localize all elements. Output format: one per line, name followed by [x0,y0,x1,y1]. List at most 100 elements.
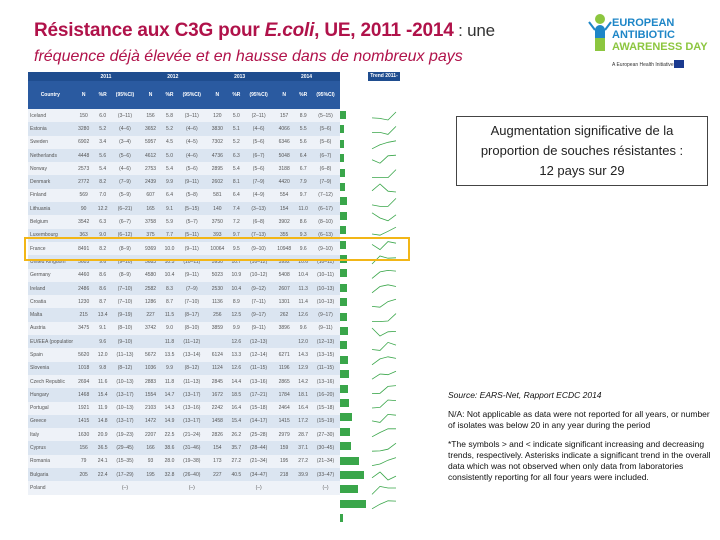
value-cell: 24.1 [94,454,111,469]
value-cell: 40.5 [228,468,245,482]
value-cell: (9–19) [110,308,140,322]
value-cell: (6–21) [110,202,140,216]
country-cell: Hungary [28,388,73,402]
value-cell: (7–9) [110,175,140,189]
value-cell: (9–11) [177,175,207,189]
trend-sparkline [372,126,397,135]
value-cell: 2439 [139,175,162,189]
trend-sparkline [371,341,397,351]
value-cell: 11.0 [295,202,312,216]
value-cell: (9–10) [110,255,140,269]
value-cell: 90 [72,202,95,216]
value-cell: (10–11) [177,255,207,269]
table-row: Lithuania 90 12.2 (6–21) 165 9.1 (5–15) 140 7.4(… [28,202,340,216]
value-cell: 2845 [206,374,229,389]
country-cell: Denmark [28,175,73,189]
value-cell [273,335,296,349]
value-cell: (31–46) [177,441,207,455]
value-cell: 3758 [139,215,162,229]
table-row: Norway 2573 5.4 (4–6) 2753 5.4 (5–6) 2895 5.4 (5–… [28,162,340,176]
value-cell: 154 [206,441,229,455]
value-cell: 227 [139,308,162,322]
value-cell: (10–13) [311,281,340,296]
value-cell: (13–17) [177,414,207,429]
value-cell: (6–7) [110,215,140,229]
value-cell [228,481,245,495]
value-cell: 12.6 [228,335,245,349]
column-header: %R [295,81,312,109]
trend-sparkline [371,500,397,510]
value-cell: 13.5 [161,348,178,362]
value-cell: 16.4 [228,401,245,415]
value-cell: 10.4 [161,268,178,282]
value-cell: (2–11) [244,109,274,123]
resistance-data-table: 2011 2012 2013 2014 Country N %R (95%CI) N %R… [28,72,340,495]
value-cell: (9–17) [311,308,340,322]
value-cell: 14.3 [161,401,178,415]
value-cell: 1196 [273,361,296,375]
value-cell: 12.0 [94,348,111,362]
country-cell: Sweden [28,135,73,149]
value-cell: (13–16) [244,374,274,389]
value-cell: (5–6) [110,148,140,163]
trend-bar [340,399,350,407]
trend-bar [340,240,346,249]
value-cell: 22.5 [161,428,178,442]
value-cell: 1136 [206,295,229,309]
value-cell: (5–15) [177,202,207,216]
value-cell: 2753 [139,162,162,176]
value-cell: (5–6) [244,162,274,176]
value-cell: 3750 [206,215,229,229]
trend-bar [340,456,359,465]
value-cell: 5.2 [94,122,111,136]
country-cell: EU/EEA (population-weighted mean) [28,335,73,349]
value-cell: 26.2 [228,428,245,442]
eu-flag-icon [674,60,684,68]
logo-subtitle: A European Health Initiative [612,62,674,68]
value-cell: (5–6) [311,122,340,136]
value-cell: 1784 [273,388,296,402]
value-cell: (13–17) [110,388,140,402]
value-cell: 2530 [206,281,229,296]
table-row: Romania 79 24.1 (15–35) 93 28.0 (19–38) 173 27.2… [28,454,340,469]
value-cell: 5408 [273,268,296,282]
value-cell: (11–13) [177,374,207,389]
value-cell: (15–18) [311,401,340,415]
trend-sparkline [371,111,397,121]
value-cell: 8491 [72,241,95,256]
value-cell: 9369 [139,241,162,256]
value-cell: 554 [273,188,296,203]
value-cell: (8–9) [110,268,140,282]
value-cell: 12.5 [228,308,245,322]
value-cell: 10.7 [228,255,245,269]
country-cell: Bulgaria [28,468,73,482]
value-cell: (8–10) [110,321,140,336]
value-cell: 2865 [273,374,296,389]
country-cell: Norway [28,162,73,176]
trend-sparkline [371,140,397,150]
value-cell: (9–17) [244,308,274,322]
notes-block: Source: EARS-Net, Rapport ECDC 2014 N/A:… [448,390,712,491]
trend-bar [340,111,346,119]
trend-bar [340,226,346,235]
value-cell: (12–13) [244,335,274,349]
value-cell: 195 [273,454,296,469]
table-row: Spain 5620 12.0 (11–13) 5672 13.5 (13–14) 6124 1… [28,348,340,362]
value-cell: (17–29) [110,468,140,482]
value-cell: 17.2 [295,414,312,429]
value-cell: (10–13) [311,295,340,309]
value-cell: 6.4 [228,188,245,203]
value-cell: 13.3 [228,348,245,362]
value-cell: (8–10) [311,215,340,229]
country-cell: United Kingdom [28,255,73,269]
table-row: Slovenia 1018 9.8 (8–12) 1036 9.9 (8–12) 1124 12… [28,361,340,375]
trend-bar [340,327,349,335]
value-cell: 9.6 [94,335,111,349]
value-cell: 1036 [139,361,162,375]
value-cell: 11.8 [161,374,178,389]
callout-box: Augmentation significative de la proport… [456,116,708,186]
value-cell: (5–6) [244,135,274,149]
value-cell: (10–13) [110,374,140,389]
value-cell: 5605 [72,255,95,269]
table-row: Estonia 3280 5.2 (4–6) 3652 5.2 (4–6) 3830 5.1 (4… [28,122,340,136]
